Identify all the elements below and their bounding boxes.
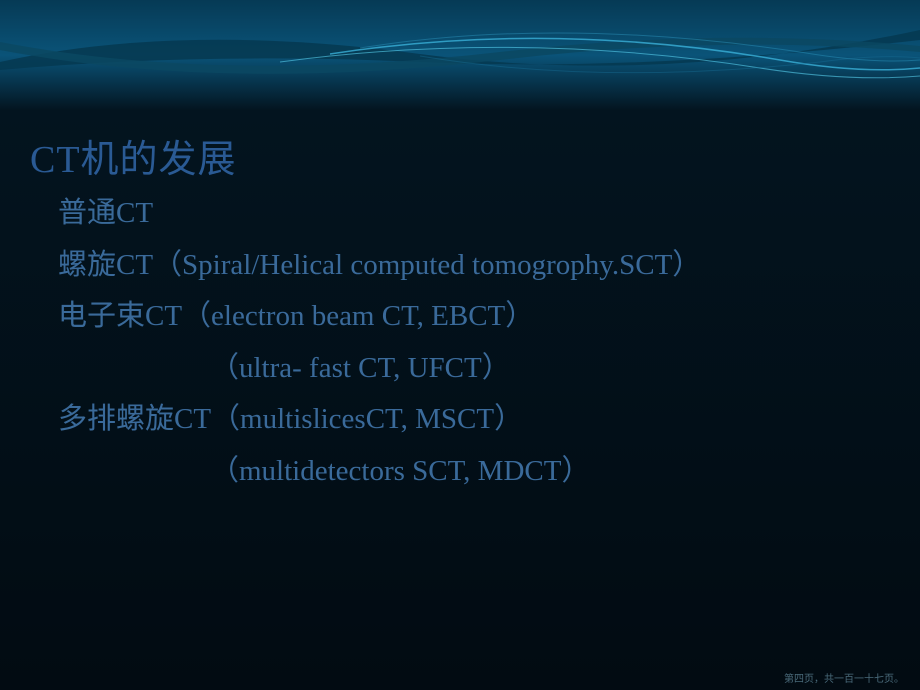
wave-line-4 <box>420 56 920 73</box>
wave-dark-1 <box>0 30 920 70</box>
content-line: 电子束CT（electron beam CT, EBCT） <box>58 291 701 343</box>
content-line: 螺旋CT（Spiral/Helical computed tomogrophy.… <box>58 240 701 292</box>
decorative-waves <box>0 12 920 112</box>
content-line: 多排螺旋CT（multislicesCT, MSCT） <box>58 394 701 446</box>
slide-title: CT机的发展 <box>30 128 237 183</box>
content-line: 普通CT <box>58 188 701 240</box>
content-line-indent: （multidetectors SCT, MDCT） <box>58 446 701 498</box>
wave-line-3 <box>360 33 920 61</box>
content-line-indent: （ultra- fast CT, UFCT） <box>58 343 701 395</box>
slide-container: CT机的发展 普通CT 螺旋CT（Spiral/Helical computed… <box>0 0 920 690</box>
wave-line-1 <box>330 38 920 69</box>
wave-dark-2 <box>0 38 920 74</box>
wave-line-2 <box>280 47 920 77</box>
wave-svg <box>0 12 920 132</box>
page-footer: 第四页，共一百一十七页。 <box>784 670 904 685</box>
slide-content: 普通CT 螺旋CT（Spiral/Helical computed tomogr… <box>58 188 701 498</box>
